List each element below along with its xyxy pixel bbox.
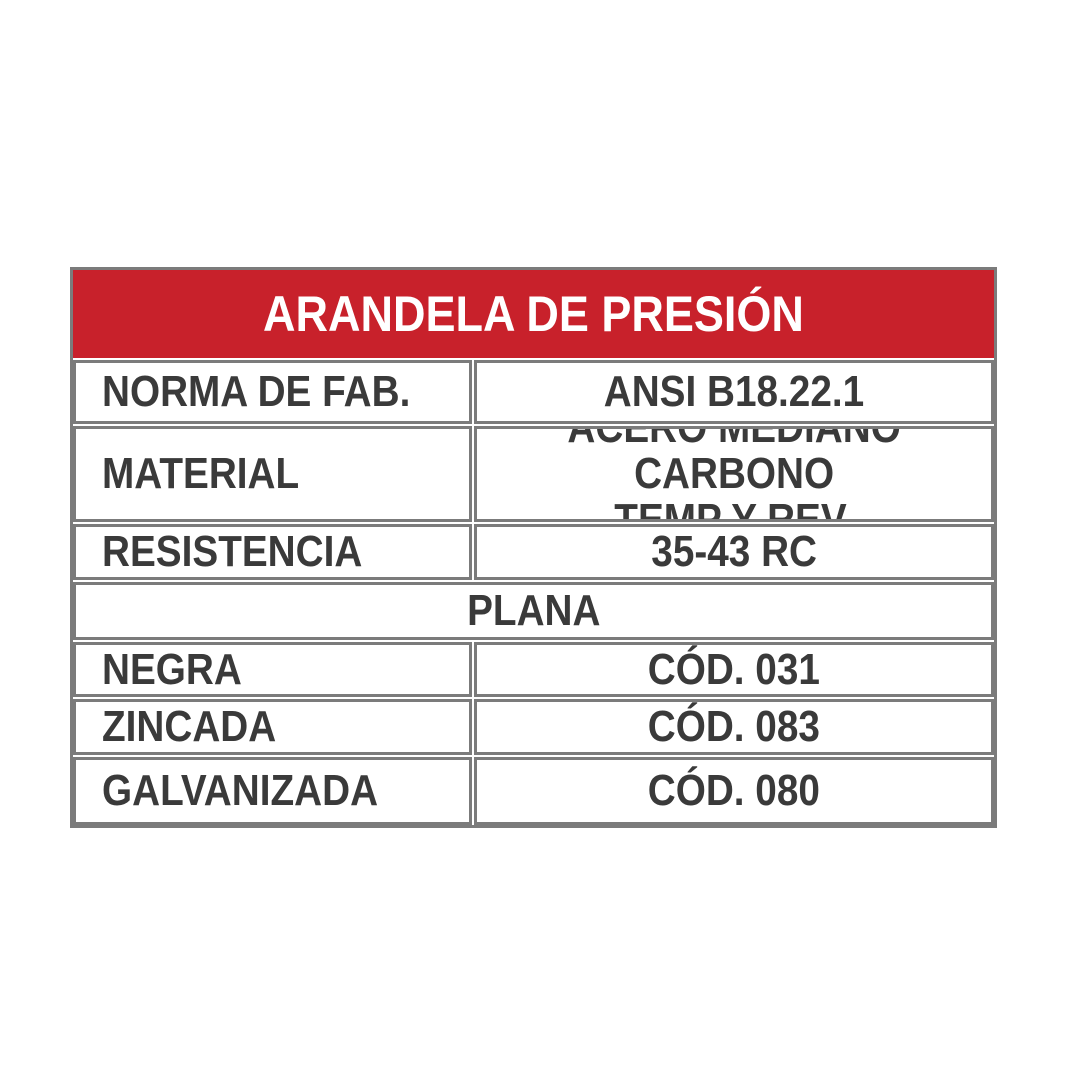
row-value: CÓD. 031 — [647, 644, 820, 694]
row-material-label-cell: MATERIAL — [73, 426, 472, 522]
table-row: NEGRA CÓD. 031 — [73, 642, 994, 697]
row-material-value-cell: ACERO MEDIANO CARBONO TEMP Y REV. — [473, 426, 994, 522]
row-label: ZINCADA — [102, 702, 277, 752]
row-resistencia-label-cell: RESISTENCIA — [73, 524, 472, 580]
row-value: CÓD. 083 — [647, 702, 820, 752]
row-negra-label-cell: NEGRA — [73, 642, 472, 697]
table-row: RESISTENCIA 35-43 RC — [73, 524, 994, 580]
row-zincada-label-cell: ZINCADA — [73, 699, 472, 755]
section-header: PLANA — [466, 586, 601, 636]
row-label: RESISTENCIA — [102, 527, 363, 577]
table-row: ZINCADA CÓD. 083 — [73, 699, 994, 755]
table-title-cell: ARANDELA DE PRESIÓN — [73, 270, 994, 358]
table-row: GALVANIZADA CÓD. 080 — [73, 757, 994, 825]
row-galvanizada-label-cell: GALVANIZADA — [73, 757, 472, 825]
table-title: ARANDELA DE PRESIÓN — [263, 286, 804, 342]
row-label: NEGRA — [102, 644, 242, 694]
row-value: ANSI B18.22.1 — [603, 367, 865, 417]
row-resistencia-value-cell: 35-43 RC — [473, 524, 994, 580]
row-value: ACERO MEDIANO CARBONO TEMP Y REV. — [567, 426, 901, 522]
row-galvanizada-value-cell: CÓD. 080 — [473, 757, 994, 825]
section-header-cell: PLANA — [73, 582, 994, 640]
spec-table: ARANDELA DE PRESIÓN NORMA DE FAB. ANSI B… — [70, 267, 997, 828]
table-row: MATERIAL ACERO MEDIANO CARBONO TEMP Y RE… — [73, 426, 994, 522]
row-norma-label-cell: NORMA DE FAB. — [73, 360, 472, 424]
table-row: NORMA DE FAB. ANSI B18.22.1 — [73, 360, 994, 424]
row-label: MATERIAL — [102, 449, 300, 499]
row-zincada-value-cell: CÓD. 083 — [473, 699, 994, 755]
section-header-row: PLANA — [73, 582, 994, 640]
row-negra-value-cell: CÓD. 031 — [473, 642, 994, 697]
row-label: NORMA DE FAB. — [102, 367, 411, 417]
row-value: CÓD. 080 — [647, 766, 820, 816]
row-value: 35-43 RC — [651, 527, 817, 577]
row-norma-value-cell: ANSI B18.22.1 — [473, 360, 994, 424]
table-title-row: ARANDELA DE PRESIÓN — [73, 270, 994, 358]
row-label: GALVANIZADA — [102, 766, 379, 816]
